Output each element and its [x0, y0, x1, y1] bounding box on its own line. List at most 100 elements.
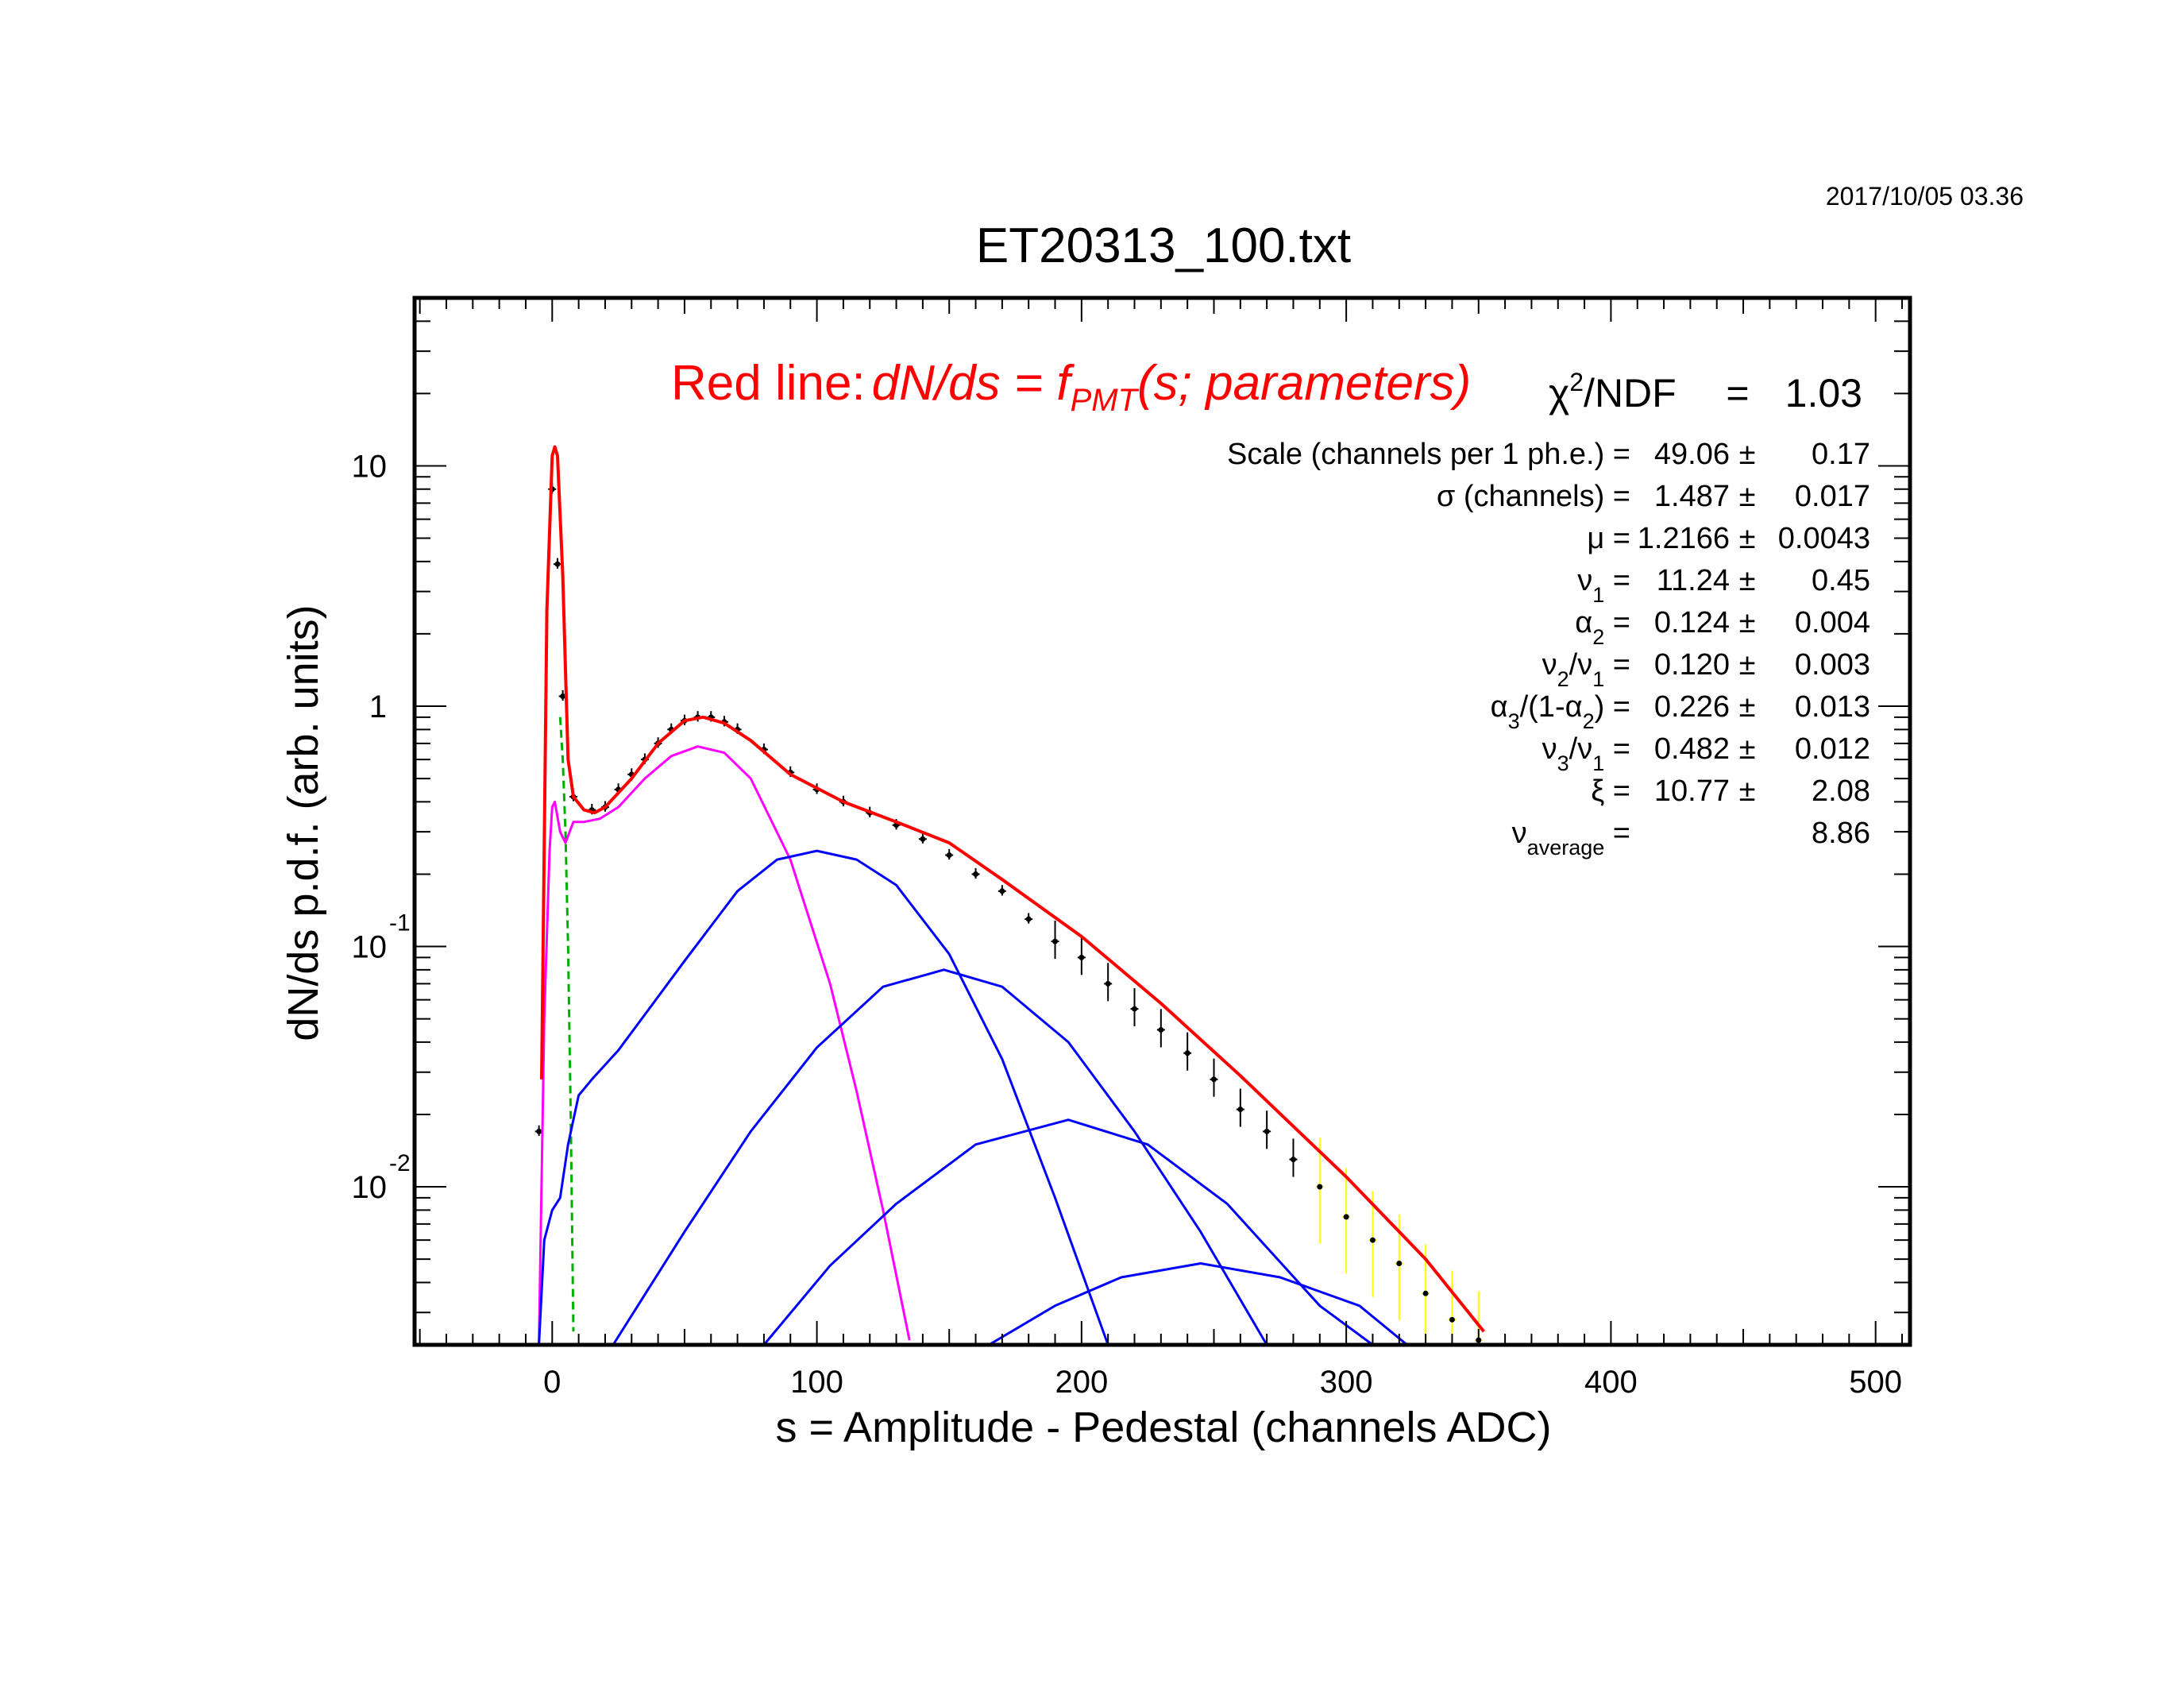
parameter-label-text: σ (channels) = — [1437, 480, 1630, 513]
data-point — [560, 693, 566, 699]
parameter-label: ν3/ν1 = — [1542, 732, 1630, 775]
total-fit-line — [540, 445, 1485, 1333]
parameter-value: 0.120 — [1654, 648, 1730, 682]
data-point — [1158, 1026, 1164, 1033]
y-tick-exponent: -2 — [389, 1150, 411, 1176]
y-tick-label: 10 — [352, 1170, 388, 1205]
parameter-error: 0.0043 — [1778, 522, 1870, 555]
parameter-label: ν2/ν1 = — [1542, 648, 1630, 691]
parameter-label-text: ν — [1542, 648, 1557, 682]
series-layer — [538, 445, 1485, 1345]
parameter-label-subscript: 3 — [1557, 751, 1569, 775]
annotation-prefix: Red line: — [671, 356, 866, 411]
four-photoelectron-component-line — [762, 1118, 1374, 1345]
data-point — [554, 561, 561, 567]
annotation-formula-sub: PMT — [1071, 383, 1140, 418]
parameter-label-text: = — [1604, 606, 1630, 639]
parameter-label-text: ξ = — [1591, 774, 1630, 808]
parameter-error: 2.08 — [1812, 774, 1870, 808]
x-tick-label: 500 — [1849, 1365, 1902, 1400]
parameter-value: 8.86 — [1812, 817, 1870, 850]
three-photoelectron-component-line — [612, 968, 1268, 1345]
x-tick-label: 100 — [790, 1365, 843, 1400]
parameter-error: 0.17 — [1812, 438, 1870, 471]
data-point — [1343, 1214, 1349, 1220]
plot-frame — [412, 295, 1912, 1347]
parameter-label-subscript: 3 — [1508, 709, 1520, 733]
parameter-label-text: ν — [1512, 817, 1527, 850]
parameter-label-subscript: 1 — [1592, 751, 1604, 775]
data-point — [1105, 980, 1111, 987]
y-tick-label: 10 — [352, 449, 388, 484]
data-point — [1025, 916, 1032, 922]
data-point — [1132, 1006, 1138, 1012]
parameter-label-subscript: 1 — [1592, 583, 1604, 607]
chi2-line: χ2/NDF = 1.03 — [1549, 368, 1862, 415]
parameter-value: 1.487 — [1654, 480, 1730, 513]
parameter-label-text: α — [1491, 690, 1508, 724]
parameter-label-subscript: average — [1527, 836, 1605, 859]
parameter-label-text: ν — [1577, 564, 1592, 597]
x-tick-label: 400 — [1584, 1365, 1638, 1400]
y-tick-label: 1 — [369, 689, 387, 724]
parameter-label-subscript: 2 — [1583, 709, 1595, 733]
parameter-label-text: = — [1604, 564, 1630, 597]
parameter-error: 0.013 — [1795, 690, 1870, 724]
data-point — [1264, 1128, 1270, 1134]
data-point — [1449, 1316, 1455, 1323]
parameter-value: 1.2166 — [1638, 522, 1730, 555]
data-point — [1237, 1107, 1244, 1113]
parameter-error: 0.017 — [1795, 480, 1870, 513]
parameter-label: ξ = — [1591, 774, 1630, 808]
data-point — [1422, 1290, 1429, 1296]
parameter-value: 0.124 — [1654, 606, 1730, 639]
chi2-ndf: /NDF — [1584, 371, 1677, 415]
data-point — [1210, 1076, 1217, 1083]
parameter-label: Scale (channels per 1 ph.e.) = — [1227, 438, 1630, 471]
data-point — [1184, 1050, 1190, 1056]
plus-minus: ± — [1739, 774, 1756, 808]
parameter-value: 10.77 — [1654, 774, 1730, 808]
fit-parameters: Scale (channels per 1 ph.e.) = 49.06 ±0.17… — [1227, 438, 1870, 859]
data-point — [946, 852, 952, 859]
data-point — [1317, 1184, 1323, 1190]
parameter-label: μ = — [1587, 522, 1630, 555]
x-tick-label: 200 — [1055, 1365, 1108, 1400]
data-point — [536, 1128, 542, 1134]
parameter-error: 0.003 — [1795, 648, 1870, 682]
parameter-label-text: /ν — [1569, 732, 1593, 766]
y-tick-label: 10 — [352, 930, 388, 965]
x-tick-label: 0 — [543, 1365, 561, 1400]
data-point — [999, 888, 1005, 894]
parameter-label-subscript: 2 — [1592, 625, 1604, 649]
parameter-label-text: = — [1604, 648, 1630, 682]
parameter-label-text: = — [1604, 732, 1630, 766]
data-point — [973, 871, 979, 877]
chart-title: ET20313_100.txt — [976, 218, 1351, 273]
x-tick-label: 300 — [1320, 1365, 1373, 1400]
parameter-label-text: ) = — [1595, 690, 1630, 724]
data-point — [1369, 1237, 1376, 1243]
timestamp: 2017/10/05 03.36 — [1826, 182, 2024, 211]
plus-minus: ± — [1739, 690, 1756, 724]
chi2-value: 1.03 — [1785, 371, 1862, 415]
parameter-label-text: ν — [1542, 732, 1557, 766]
parameter-label: α2 = — [1575, 606, 1630, 649]
plus-minus: ± — [1739, 648, 1756, 682]
y-tick-exponent: -1 — [389, 910, 411, 937]
parameter-label-text: Scale (channels per 1 ph.e.) = — [1227, 438, 1630, 471]
annotation-formula-a: dN/ds = f — [872, 356, 1075, 411]
parameter-label-text: μ = — [1587, 522, 1630, 555]
chi2-equals: = — [1726, 371, 1749, 415]
parameter-label-subscript: 1 — [1592, 667, 1604, 691]
parameter-error: 0.012 — [1795, 732, 1870, 766]
chi2-label: χ2/NDF — [1549, 368, 1677, 415]
five-photoelectron-component-line — [988, 1262, 1408, 1345]
plus-minus: ± — [1739, 732, 1756, 766]
two-photoelectron-component-line — [538, 849, 1109, 1345]
annotation-formula-b: (s; parameters) — [1137, 356, 1471, 411]
